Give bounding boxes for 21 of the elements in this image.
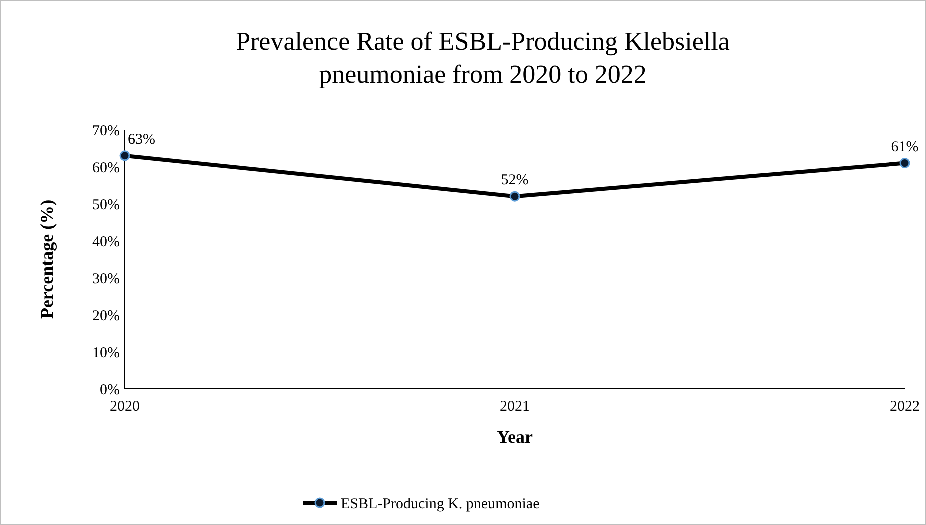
y-tick-label: 40% (92, 234, 120, 250)
x-tick-label: 2021 (500, 399, 530, 415)
chart-title: Prevalence Rate of ESBL-Producing Klebsiella pneumoniae from 2020 to 2022 (236, 27, 730, 89)
point (900, 158, 910, 169)
point (120, 150, 130, 162)
legend-label: ESBL-Producing K. pneumoniae (341, 496, 540, 512)
y-tick-label: 60% (92, 160, 120, 176)
x-tick-label: 2022 (890, 399, 920, 415)
y-tick-label: 10% (92, 345, 120, 362)
y-tick-label: 50% (92, 197, 120, 214)
data-label: 63% (128, 132, 156, 148)
x-tick-label: 2020 (110, 399, 140, 415)
data-label: 61% (891, 139, 919, 156)
y-tick-label: 0% (100, 382, 120, 398)
y-tick-label: 30% (92, 271, 120, 288)
y-axis-title: Percentage (%) (37, 200, 57, 320)
data-label: 52% (501, 172, 529, 189)
point (510, 191, 520, 202)
y-tick-label: 70% (92, 123, 120, 140)
y-tick-label: 20% (92, 308, 120, 324)
x-axis-title: Year (497, 427, 533, 447)
